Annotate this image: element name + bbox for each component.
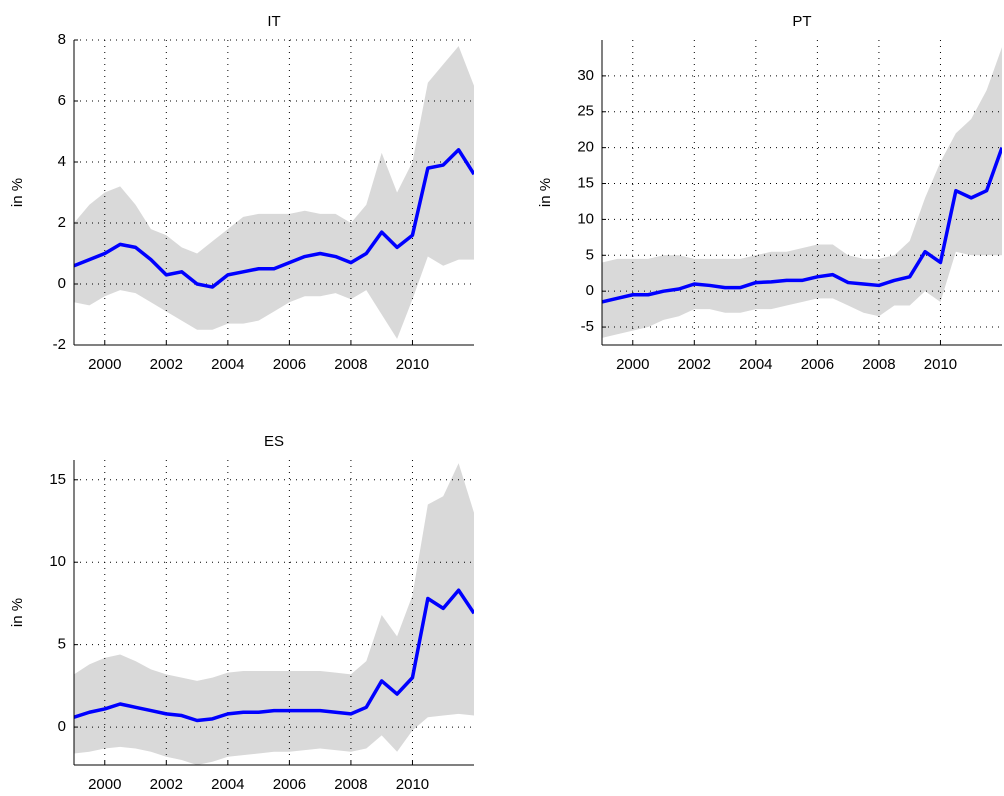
x-tick-label: 2006 [273,356,306,373]
x-tick-label: 2004 [739,356,772,373]
plot-area [602,47,1002,338]
line-layer [602,147,1002,304]
confidence-band [74,46,474,339]
y-axis-label: in % [9,178,26,207]
plot-area [74,463,474,765]
x-tick-label: 2010 [396,356,429,373]
y-tick-label: 0 [58,718,66,735]
x-tick-label: 2010 [396,776,429,793]
y-tick-label: 0 [58,275,66,292]
data-line [74,148,474,289]
x-tick-label: 2010 [924,356,957,373]
line-layer [74,148,474,289]
y-tick-label: -5 [581,318,594,335]
x-tick-label: 2004 [211,776,244,793]
y-tick-label: 4 [58,153,66,170]
y-axis-label: in % [9,598,26,627]
y-tick-label: 5 [586,246,594,263]
x-tick-label: 2006 [801,356,834,373]
x-tick-label: 2008 [334,776,367,793]
chart-title: ES [264,433,284,450]
x-tick-label: 2006 [273,776,306,793]
y-tick-label: 6 [58,92,66,109]
x-tick-label: 2000 [88,776,121,793]
y-tick-label: 10 [49,553,66,570]
confidence-band [74,463,474,765]
x-tick-label: 2008 [862,356,895,373]
confidence-band [602,47,1002,338]
y-tick-label: 0 [586,282,594,299]
x-tick-label: 2002 [150,776,183,793]
x-tick-label: 2008 [334,356,367,373]
y-tick-label: 8 [58,31,66,48]
data-line [602,147,1002,304]
chart-title: IT [267,13,280,30]
x-tick-label: 2004 [211,356,244,373]
x-tick-label: 2000 [616,356,649,373]
y-tick-label: -2 [53,336,66,353]
y-tick-label: 2 [58,214,66,231]
line-layer [74,588,474,723]
y-tick-label: 30 [577,67,594,84]
y-axis-label: in % [537,178,554,207]
y-tick-label: 15 [577,174,594,191]
data-line [74,588,474,723]
x-tick-label: 2000 [88,356,121,373]
y-tick-label: 25 [577,103,594,120]
y-tick-label: 5 [58,636,66,653]
y-tick-label: 15 [49,471,66,488]
y-tick-label: 20 [577,139,594,156]
chart-title: PT [792,13,811,30]
y-tick-label: 10 [577,210,594,227]
x-tick-label: 2002 [150,356,183,373]
plot-area [74,46,474,339]
x-tick-label: 2002 [678,356,711,373]
